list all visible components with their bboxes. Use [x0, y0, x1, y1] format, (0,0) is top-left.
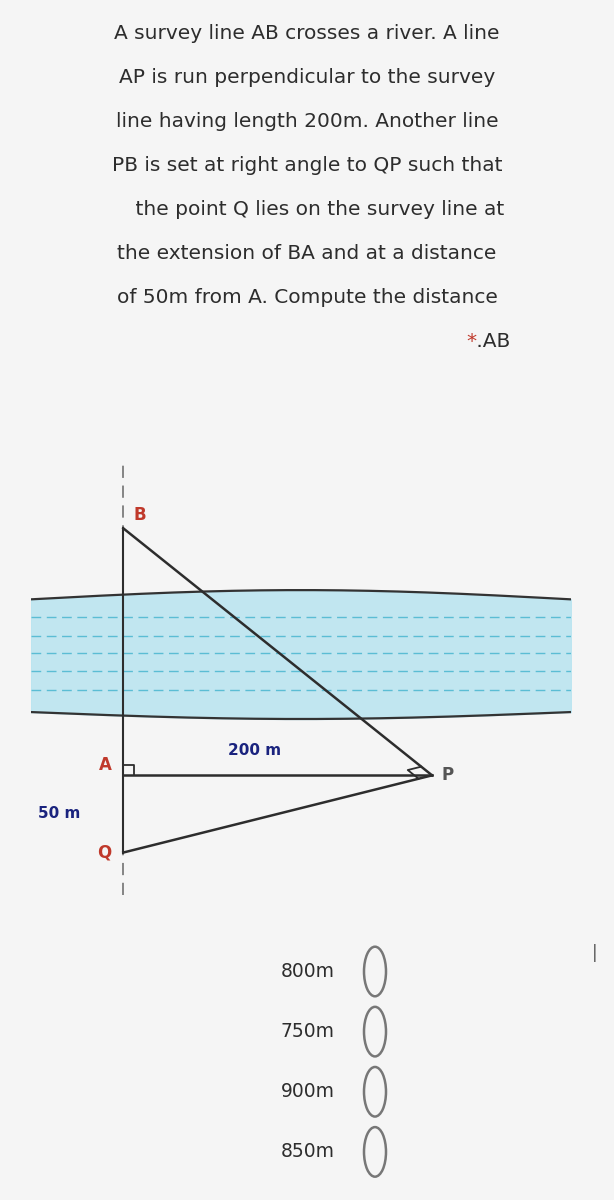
Text: the point Q lies on the survey line at: the point Q lies on the survey line at [110, 200, 504, 218]
Text: 900m: 900m [281, 1082, 335, 1102]
Text: |: | [592, 944, 598, 962]
Text: AP is run perpendicular to the survey: AP is run perpendicular to the survey [119, 68, 495, 86]
Text: Q: Q [98, 844, 112, 862]
Text: *: * [466, 332, 476, 350]
Text: A: A [99, 756, 112, 774]
Text: 200 m: 200 m [228, 743, 281, 758]
Text: A survey line AB crosses a river. A line: A survey line AB crosses a river. A line [114, 24, 500, 43]
Text: 850m: 850m [281, 1142, 335, 1162]
Text: 50 m: 50 m [39, 806, 81, 822]
Text: .AB: .AB [470, 332, 510, 350]
Text: PB is set at right angle to QP such that: PB is set at right angle to QP such that [112, 156, 502, 175]
Text: the extension of BA and at a distance: the extension of BA and at a distance [117, 244, 497, 263]
Text: 800m: 800m [281, 962, 335, 980]
Text: line having length 200m. Another line: line having length 200m. Another line [115, 112, 499, 131]
Text: 750m: 750m [281, 1022, 335, 1042]
Text: B: B [133, 505, 146, 523]
Text: of 50m from A. Compute the distance: of 50m from A. Compute the distance [117, 288, 497, 307]
Text: P: P [441, 767, 454, 785]
